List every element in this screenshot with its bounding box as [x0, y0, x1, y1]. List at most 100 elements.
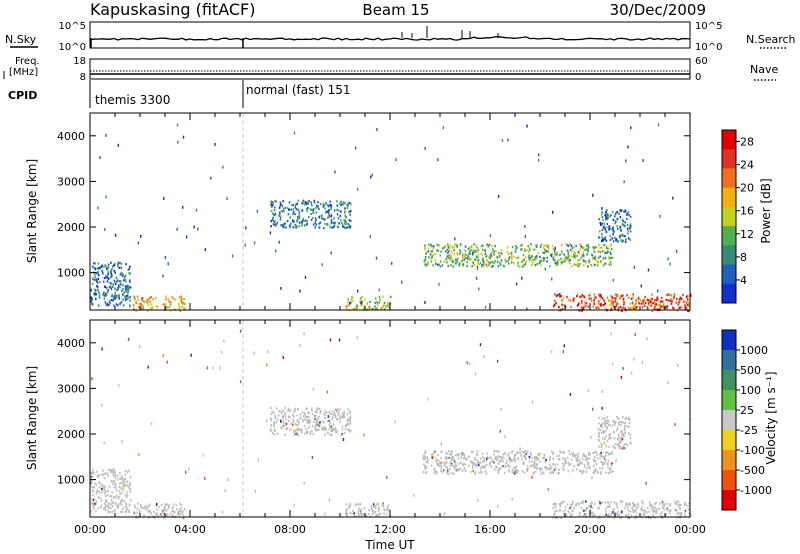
- heatmap-cell: [332, 423, 335, 426]
- heatmap-cell: [608, 513, 610, 516]
- heatmap-cell: [642, 513, 644, 516]
- heatmap-cell: [495, 250, 497, 253]
- heatmap-cell: [608, 468, 611, 471]
- heatmap-cell: [522, 254, 525, 257]
- heatmap-cell: [494, 456, 497, 459]
- heatmap-cell: [517, 451, 519, 454]
- heatmap-cell: [273, 422, 275, 425]
- heatmap-cell: [334, 427, 337, 430]
- heatmap-cell: [114, 487, 117, 490]
- heatmap-cell: [497, 450, 500, 453]
- heatmap-cell: [477, 256, 479, 259]
- y-tick-label: 3000: [57, 382, 85, 395]
- heatmap-cell: [525, 453, 528, 456]
- heatmap-cell: [475, 256, 478, 259]
- heatmap-cell: [685, 295, 688, 299]
- heatmap-cell: [618, 447, 621, 450]
- heatmap-cell: [112, 474, 114, 477]
- heatmap-cell: [583, 509, 585, 512]
- heatmap-cell: [655, 501, 657, 504]
- heatmap-cell: [547, 245, 549, 248]
- heatmap-cell: [330, 425, 333, 428]
- heatmap-cell: [619, 297, 621, 300]
- heatmap-cell: [677, 363, 679, 367]
- heatmap-cell: [659, 502, 662, 505]
- heatmap-cell: [523, 454, 526, 457]
- heatmap-cell: [327, 205, 330, 208]
- heatmap-cell: [290, 422, 293, 425]
- heatmap-cell: [156, 305, 159, 308]
- heatmap-cell: [482, 263, 485, 266]
- heatmap-cell: [499, 459, 502, 463]
- heatmap-cell: [328, 215, 331, 218]
- heatmap-cell: [446, 255, 449, 258]
- heatmap-cell: [96, 490, 98, 493]
- heatmap-cell: [257, 458, 259, 462]
- heatmap-cell: [612, 230, 615, 233]
- heatmap-cell: [622, 239, 624, 242]
- heatmap-cell: [95, 297, 97, 301]
- heatmap-cell: [663, 306, 665, 309]
- heatmap-cell: [106, 276, 109, 279]
- heatmap-cell: [635, 511, 638, 514]
- heatmap-cell: [114, 496, 116, 499]
- heatmap-cell: [604, 256, 607, 260]
- heatmap-cell: [598, 416, 600, 419]
- heatmap-cell: [511, 471, 514, 474]
- heatmap-cell: [455, 262, 458, 265]
- heatmap-cell: [100, 504, 103, 507]
- heatmap-cell: [132, 304, 135, 307]
- heatmap-cell: [611, 297, 614, 300]
- heatmap-cell: [321, 420, 324, 423]
- heatmap-cell: [514, 471, 517, 474]
- heatmap-cell: [601, 246, 603, 249]
- heatmap-cell: [544, 248, 546, 251]
- heatmap-cell: [548, 467, 551, 470]
- heatmap-cell: [604, 425, 606, 428]
- heatmap-cell: [90, 480, 92, 483]
- heatmap-cell: [97, 274, 100, 277]
- heatmap-cell: [318, 216, 320, 219]
- heatmap-cell: [543, 453, 546, 456]
- heatmap-cell: [633, 503, 635, 506]
- heatmap-cell: [484, 249, 486, 252]
- heatmap-cell: [531, 475, 533, 479]
- heatmap-cell: [341, 425, 344, 428]
- heatmap-cell: [529, 464, 532, 467]
- heatmap-cell: [296, 226, 298, 229]
- heatmap-cell: [534, 458, 537, 461]
- heatmap-cell: [134, 506, 137, 509]
- heatmap-cell: [555, 302, 557, 305]
- heatmap-cell: [124, 295, 126, 298]
- heatmap-cell: [543, 466, 546, 469]
- heatmap-cell: [612, 420, 614, 423]
- heatmap-cell: [449, 244, 452, 247]
- heatmap-cell: [665, 306, 667, 309]
- heatmap-cell: [625, 159, 627, 163]
- heatmap-cell: [656, 511, 658, 514]
- heatmap-cell: [141, 297, 144, 300]
- heatmap-cell: [523, 258, 525, 261]
- heatmap-cell: [620, 209, 622, 213]
- heatmap-cell: [482, 244, 484, 247]
- heatmap-cell: [537, 453, 540, 457]
- heatmap-cell: [450, 257, 453, 260]
- heatmap-cell: [455, 243, 457, 246]
- heatmap-cell: [94, 289, 97, 292]
- heatmap-cell: [319, 411, 321, 414]
- heatmap-cell: [110, 282, 112, 285]
- heatmap-cell: [330, 215, 333, 218]
- heatmap-cell: [430, 464, 433, 467]
- heatmap-cell: [604, 236, 607, 239]
- heatmap-cell: [616, 429, 618, 432]
- heatmap-cell: [453, 460, 456, 463]
- heatmap-cell: [309, 430, 312, 434]
- heatmap-cell: [571, 246, 574, 250]
- heatmap-cell: [447, 264, 450, 268]
- heatmap-cell: [325, 428, 327, 431]
- heatmap-cell: [464, 457, 467, 460]
- heatmap-cell: [580, 245, 582, 248]
- heatmap-cell: [540, 259, 542, 262]
- heatmap-cell: [549, 455, 551, 458]
- heatmap-cell: [613, 508, 615, 511]
